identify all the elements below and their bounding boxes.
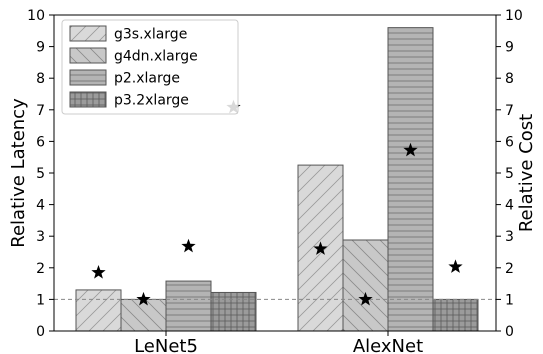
star-g4dn-xlarge-lenet5: [136, 291, 151, 306]
left-tick-label: 9: [36, 40, 45, 56]
star-p2-xlarge-alexnet: [403, 142, 418, 157]
left-tick-label: 1: [36, 292, 45, 308]
legend: g3s.xlarge g4dn.xlarge p2.xlarge p3.2xlarge: [61, 19, 239, 115]
right-tick-label: 2: [505, 261, 514, 277]
bar-hatch: [387, 27, 434, 332]
bar-g3s-xlarge-lenet5: [75, 289, 122, 332]
legend-swatch: [69, 47, 107, 64]
bar-p2-xlarge-alexnet: [387, 27, 434, 332]
star-p3-2xlarge-alexnet: [448, 259, 463, 273]
bar-hatch: [432, 298, 479, 332]
bar-hatch: [165, 280, 212, 332]
legend-label: p3.2xlarge: [114, 93, 189, 109]
right-tick-label: 3: [505, 229, 514, 245]
left-tick-label: 2: [36, 261, 45, 277]
bar-hatch: [75, 289, 122, 332]
category-label-alexnet: AlexNet: [353, 336, 423, 354]
legend-swatch: [69, 25, 107, 42]
legend-item-p2-xlarge: p2.xlarge: [69, 69, 180, 87]
right-axis-title: Relative Cost: [516, 114, 537, 232]
star-g4dn-xlarge-alexnet: [358, 291, 373, 306]
left-tick-label: 10: [27, 8, 45, 24]
legend-item-p3-2xlarge: p3.2xlarge: [69, 91, 189, 109]
right-tick-label: 0: [505, 324, 514, 340]
legend-item-g4dn-xlarge: g4dn.xlarge: [69, 47, 198, 65]
left-tick-label: 0: [36, 324, 45, 340]
right-tick-label: 9: [505, 40, 514, 56]
bar-p3-2xlarge-lenet5: [210, 291, 257, 332]
bar-hatch: [210, 291, 257, 332]
legend-item-g3s-xlarge: g3s.xlarge: [69, 25, 187, 43]
legend-swatch: [69, 91, 107, 108]
left-tick-label: 8: [36, 71, 45, 87]
legend-box: [61, 19, 239, 115]
legend-label: p2.xlarge: [114, 71, 180, 87]
legend-label: g4dn.xlarge: [114, 49, 198, 65]
bar-hatch: [342, 239, 389, 332]
left-tick-label: 6: [36, 134, 45, 150]
bars-layer: [75, 27, 479, 332]
right-y-axis: 0 1 2 3 4 5 6 7 8 9 10: [496, 8, 523, 340]
star-g3s-xlarge-lenet5: [91, 265, 106, 279]
right-tick-label: 1: [505, 292, 514, 308]
legend-swatch: [69, 69, 107, 86]
left-axis-title: Relative Latency: [8, 98, 29, 248]
bar-g4dn-xlarge-alexnet: [342, 239, 389, 332]
bar-p2-xlarge-lenet5: [165, 280, 212, 332]
right-tick-label: 7: [505, 103, 514, 119]
bar-hatch: [120, 298, 167, 332]
category-label-lenet5: LeNet5: [134, 336, 198, 354]
star-p2-xlarge-lenet5: [181, 238, 196, 253]
legend-label: g3s.xlarge: [114, 27, 187, 43]
star-g3s-xlarge-alexnet: [313, 241, 328, 255]
right-tick-label: 6: [505, 134, 514, 150]
bar-p3-2xlarge-alexnet: [432, 298, 479, 332]
right-tick-label: 5: [505, 166, 514, 182]
right-tick-label: 10: [505, 8, 523, 24]
left-tick-label: 4: [36, 198, 45, 214]
left-tick-label: 5: [36, 166, 45, 182]
left-y-axis: 0 1 2 3 4 5 6 7 8 9 10: [27, 8, 54, 340]
x-axis-categories: LeNet5 AlexNet: [134, 331, 423, 354]
right-tick-label: 4: [505, 198, 514, 214]
bar-g4dn-xlarge-lenet5: [120, 298, 167, 332]
right-tick-label: 8: [505, 71, 514, 87]
left-tick-label: 3: [36, 229, 45, 245]
left-tick-label: 7: [36, 103, 45, 119]
